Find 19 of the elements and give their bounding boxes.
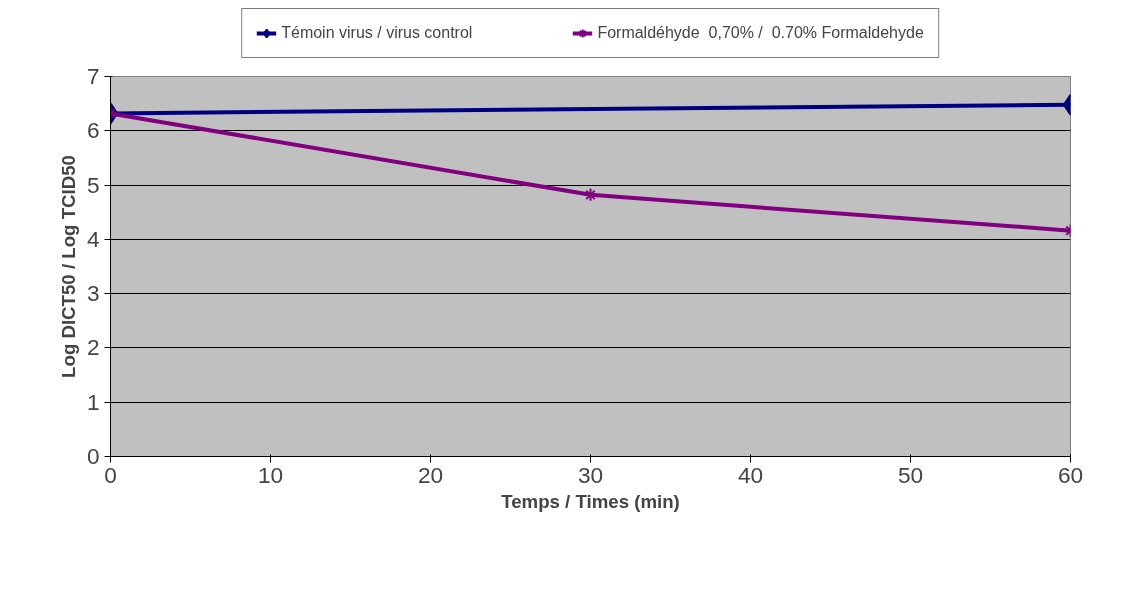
x-tick-label: 30 — [577, 461, 604, 488]
x-tick-label: 60 — [1057, 461, 1084, 488]
y-tick-label: 7 — [86, 63, 100, 89]
x-tick-label: 10 — [257, 461, 284, 488]
y-tick-label: 3 — [86, 280, 100, 307]
x-tick-label: 20 — [417, 461, 444, 488]
x-axis-title: Temps / Times (min) — [501, 490, 680, 512]
x-tick-label: 0 — [104, 461, 117, 488]
y-tick-label: 5 — [86, 171, 100, 198]
x-tick-label: 50 — [897, 461, 924, 488]
y-tick-label: 4 — [86, 225, 100, 252]
y-tick-label: 6 — [86, 117, 100, 144]
y-tick-label: 2 — [86, 334, 100, 361]
y-tick-label: 1 — [86, 388, 100, 415]
y-axis-title: Log DICT50 / Log TCID50 — [57, 155, 79, 378]
y-tick-label: 0 — [86, 443, 100, 469]
legend-label: Témoin virus / virus control — [281, 24, 473, 42]
x-tick-label: 40 — [737, 461, 764, 488]
legend-label: Formaldéhyde 0,70% / 0.70% Formaldehyde — [597, 24, 924, 42]
